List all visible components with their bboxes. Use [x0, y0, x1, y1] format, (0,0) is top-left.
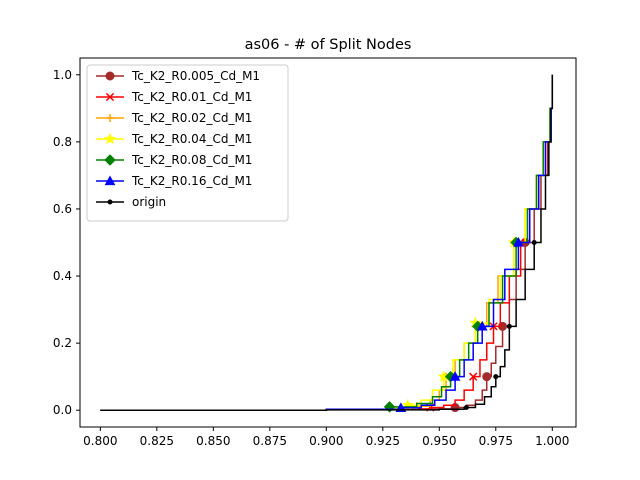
- series-6: [100, 74, 554, 412]
- legend-entry: origin: [96, 195, 166, 209]
- legend-entry: Tc_K2_R0.01_Cd_M1: [96, 90, 252, 104]
- legend-label: Tc_K2_R0.16_Cd_M1: [131, 174, 252, 188]
- legend-label: Tc_K2_R0.08_Cd_M1: [131, 153, 252, 167]
- legend-marker: [103, 132, 117, 145]
- x-tick-label: 0.925: [366, 434, 400, 448]
- legend-entry: Tc_K2_R0.16_Cd_M1: [96, 174, 252, 188]
- legend-entry: Tc_K2_R0.02_Cd_M1: [96, 111, 252, 125]
- data-marker: [482, 372, 492, 382]
- legend-marker: [106, 114, 114, 122]
- y-tick-label: 1.0: [53, 68, 72, 82]
- y-tick-label: 0.4: [53, 269, 72, 283]
- y-tick-label: 0.8: [53, 135, 72, 149]
- legend-label: Tc_K2_R0.02_Cd_M1: [131, 111, 252, 125]
- legend-label: Tc_K2_R0.005_Cd_M1: [131, 69, 260, 83]
- legend-marker: [104, 154, 116, 166]
- series-line: [100, 74, 554, 411]
- y-tick-label: 0.0: [53, 403, 72, 417]
- legend-entry: Tc_K2_R0.08_Cd_M1: [96, 153, 252, 167]
- data-marker: [493, 374, 499, 380]
- x-tick-label: 1.000: [535, 434, 569, 448]
- chart-title: as06 - # of Split Nodes: [245, 37, 412, 53]
- legend-label: Tc_K2_R0.01_Cd_M1: [131, 90, 252, 104]
- x-tick-label: 0.975: [479, 434, 513, 448]
- legend-marker: [105, 71, 115, 81]
- data-marker: [531, 240, 537, 245]
- data-marker: [469, 372, 478, 381]
- legend: Tc_K2_R0.005_Cd_M1 Tc_K2_R0.01_Cd_M1 Tc_K2…: [86, 64, 289, 222]
- legend-marker: [107, 199, 113, 205]
- data-marker: [476, 320, 488, 331]
- x-tick-label: 0.875: [253, 434, 287, 448]
- legend-marker: [105, 92, 115, 102]
- series-7: [100, 74, 554, 411]
- legend-label: Tc_K2_R0.04_Cd_M1: [131, 132, 252, 146]
- data-marker: [513, 236, 524, 247]
- legend-box: [86, 64, 289, 222]
- data-marker: [449, 371, 461, 381]
- legend-marker: [104, 175, 116, 186]
- legend-label: origin: [132, 195, 166, 209]
- plot-frame: [79, 57, 577, 428]
- axes-layer: 0.800 0.825 0.850 0.875 0.900 0.925 0.950 0.975…: [53, 57, 577, 448]
- x-tick-label: 0.825: [140, 434, 174, 448]
- data-marker: [463, 405, 469, 411]
- y-tick-label: 0.6: [53, 202, 72, 216]
- x-tick-label: 0.950: [422, 434, 456, 448]
- legend-entry: Tc_K2_R0.005_Cd_M1: [96, 69, 260, 83]
- x-tick-label: 0.800: [83, 434, 117, 448]
- data-marker: [506, 323, 512, 329]
- y-tick-label: 0.2: [53, 336, 72, 350]
- x-tick-label: 0.850: [196, 434, 230, 448]
- series-layer: [100, 74, 554, 413]
- legend-entry: Tc_K2_R0.04_Cd_M1: [96, 132, 252, 146]
- x-tick-label: 0.900: [309, 434, 343, 448]
